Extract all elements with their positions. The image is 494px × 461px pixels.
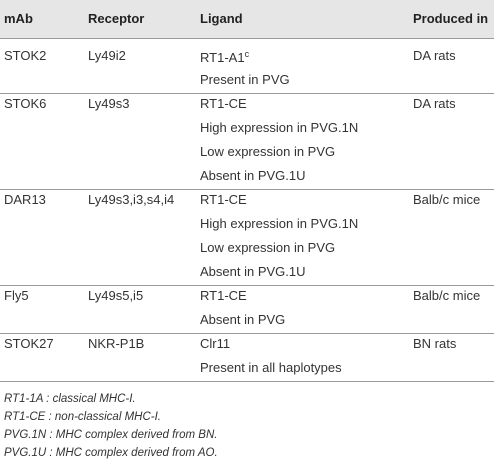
ligand-text: RT1-CE	[200, 96, 247, 111]
ligand-text: Absent in PVG.1U	[200, 168, 306, 183]
ligand-cell: Absent in PVG.1U	[200, 264, 306, 280]
ligand-cell: Low expression in PVG	[200, 240, 335, 256]
ligand-text: Clr11	[200, 336, 231, 351]
ligand-cell: Low expression in PVG	[200, 144, 335, 160]
header-cell: mAb	[4, 11, 33, 26]
ligand-cell: RT1-CE	[200, 288, 247, 304]
ligand-text: RT1-CE	[200, 192, 247, 207]
row-rule	[0, 285, 494, 286]
ligand-cell: Absent in PVG	[200, 312, 285, 328]
superscript: c	[244, 48, 250, 59]
ligand-text: High expression in PVG.1N	[200, 120, 359, 135]
ligand-cell: Absent in PVG.1U	[200, 168, 306, 184]
ligand-text: RT1-CE	[200, 288, 247, 303]
ligand-cell: Present in all haplotypes	[200, 360, 342, 376]
row-rule	[0, 189, 494, 190]
ligand-text: Absent in PVG	[200, 312, 286, 327]
produced-cell: Balb/c mice	[413, 192, 481, 207]
row-rule	[0, 93, 494, 94]
produced-cell: DA rats	[413, 96, 456, 111]
footnote: RT1-1A : classical MHC-I.	[4, 393, 136, 405]
ligand-cell: High expression in PVG.1N	[200, 216, 358, 232]
produced-cell: BN rats	[413, 336, 457, 351]
ligand-cell: RT1-CE	[200, 192, 247, 208]
produced-cell: Balb/c mice	[413, 288, 481, 303]
receptor-cell: Ly49s3,i3,s4,i4	[88, 192, 175, 207]
receptor-cell: Ly49i2	[88, 48, 126, 63]
ligand-text: Low expression in PVG	[200, 240, 336, 255]
mab-cell: DAR13	[4, 192, 46, 207]
footnote: PVG.1U : MHC complex derived from AO.	[4, 447, 218, 459]
mab-cell: STOK27	[4, 336, 54, 351]
footnote: PVG.1N : MHC complex derived from BN.	[4, 429, 218, 441]
row-rule	[0, 333, 494, 334]
mab-cell: STOK6	[4, 96, 47, 111]
ligand-text: Present in all haplotypes	[200, 360, 342, 375]
ligand-text: RT1-A1	[200, 50, 245, 66]
header-background	[0, 0, 494, 38]
ligand-cell: High expression in PVG.1N	[200, 120, 358, 136]
receptor-cell: Ly49s5,i5	[88, 288, 144, 303]
receptor-cell: NKR-P1B	[88, 336, 145, 351]
ligand-text: Absent in PVG.1U	[200, 264, 306, 279]
header-cell: Receptor	[88, 11, 145, 26]
mab-cell: STOK2	[4, 48, 47, 63]
mab-cell: Fly5	[4, 288, 29, 303]
header-cell: Produced in	[413, 11, 489, 26]
ligand-cell: RT1-CE	[200, 96, 247, 112]
header-rule	[0, 38, 494, 39]
ligand-text: Present in PVG	[200, 72, 290, 87]
ligand-text: High expression in PVG.1N	[200, 216, 359, 231]
ligand-cell: RT1-A1c	[200, 46, 249, 66]
ligand-cell: Clr11	[200, 336, 230, 352]
header-cell: Ligand	[200, 11, 243, 26]
ligand-text: Low expression in PVG	[200, 144, 336, 159]
receptor-cell: Ly49s3	[88, 96, 130, 111]
produced-cell: DA rats	[413, 48, 456, 63]
footnote: RT1-CE : non-classical MHC-I.	[4, 411, 161, 423]
ligand-cell: Present in PVG	[200, 72, 290, 88]
row-rule	[0, 381, 494, 382]
